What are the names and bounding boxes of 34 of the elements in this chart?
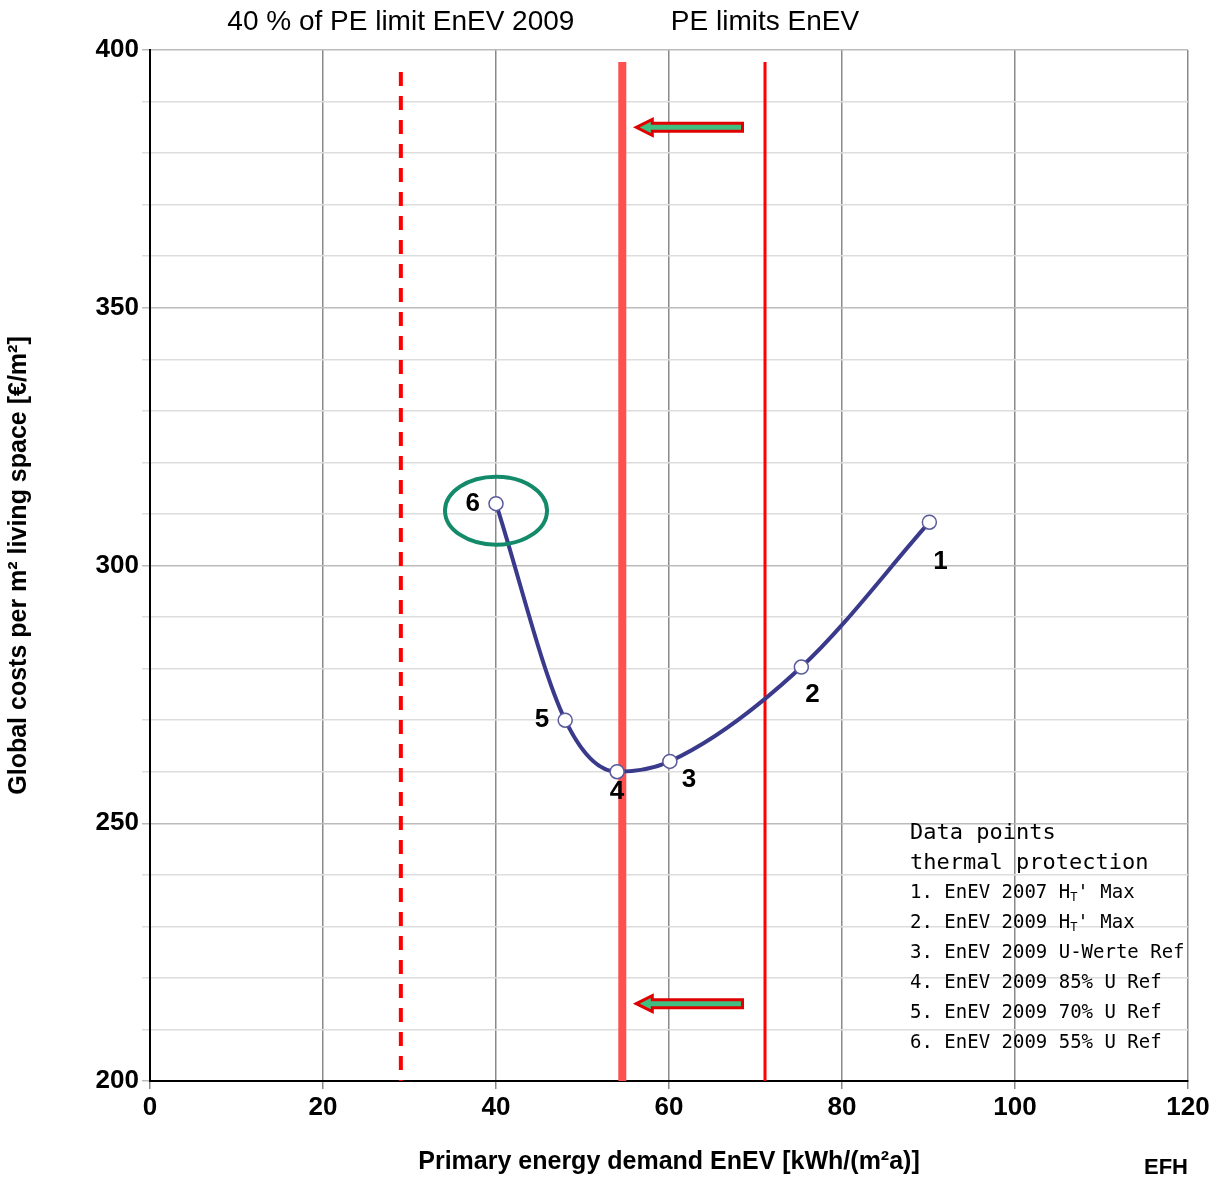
- point: [557, 712, 573, 728]
- annotation: 6. EnEV 2009 55% U Ref: [910, 1029, 1162, 1052]
- text: EFH: [1144, 1154, 1188, 1180]
- x-axis-title: Primary energy demand EnEV [kWh/(m²a)]: [418, 1145, 920, 1174]
- annotation: 4. EnEV 2009 85% U Ref: [910, 969, 1162, 992]
- annotation: thermal protection: [910, 848, 1149, 874]
- x-tick-label: 20: [308, 1090, 338, 1121]
- point: [921, 514, 938, 530]
- x-tick-label: 120: [1166, 1090, 1210, 1121]
- annotation: Data points: [910, 818, 1056, 844]
- y-tick-label: 350: [95, 290, 139, 321]
- y-tick-label: 300: [95, 548, 139, 579]
- annotation: 2: [805, 678, 820, 709]
- point: [488, 495, 504, 512]
- ref-line-label: PE limits EnEV: [670, 4, 860, 36]
- x-tick-label: 80: [827, 1090, 857, 1121]
- y-tick-label: 400: [95, 33, 139, 64]
- x-tick-label: 60: [654, 1090, 684, 1121]
- annotation: 5. EnEV 2009 70% U Ref: [910, 999, 1162, 1022]
- point: [609, 763, 625, 780]
- y-axis-title: Global costs per m² living space [€/m²]: [2, 336, 31, 795]
- ref-line-label: 40 % of PE limit EnEV 2009: [227, 4, 575, 36]
- y-tick-label: 200: [95, 1064, 139, 1095]
- x-tick-label: 0: [142, 1090, 158, 1121]
- annotation: 3: [681, 762, 697, 793]
- point: [793, 659, 810, 675]
- annotation: 3. EnEV 2009 U-Werte Ref: [910, 939, 1185, 962]
- y-tick-label: 250: [95, 806, 139, 837]
- point: [662, 753, 678, 770]
- annotation: 6: [465, 486, 480, 517]
- annotation: 5: [534, 703, 550, 734]
- x-tick-label: 100: [993, 1090, 1037, 1121]
- x-tick-label: 40: [481, 1090, 511, 1121]
- annotation: 1: [933, 545, 948, 576]
